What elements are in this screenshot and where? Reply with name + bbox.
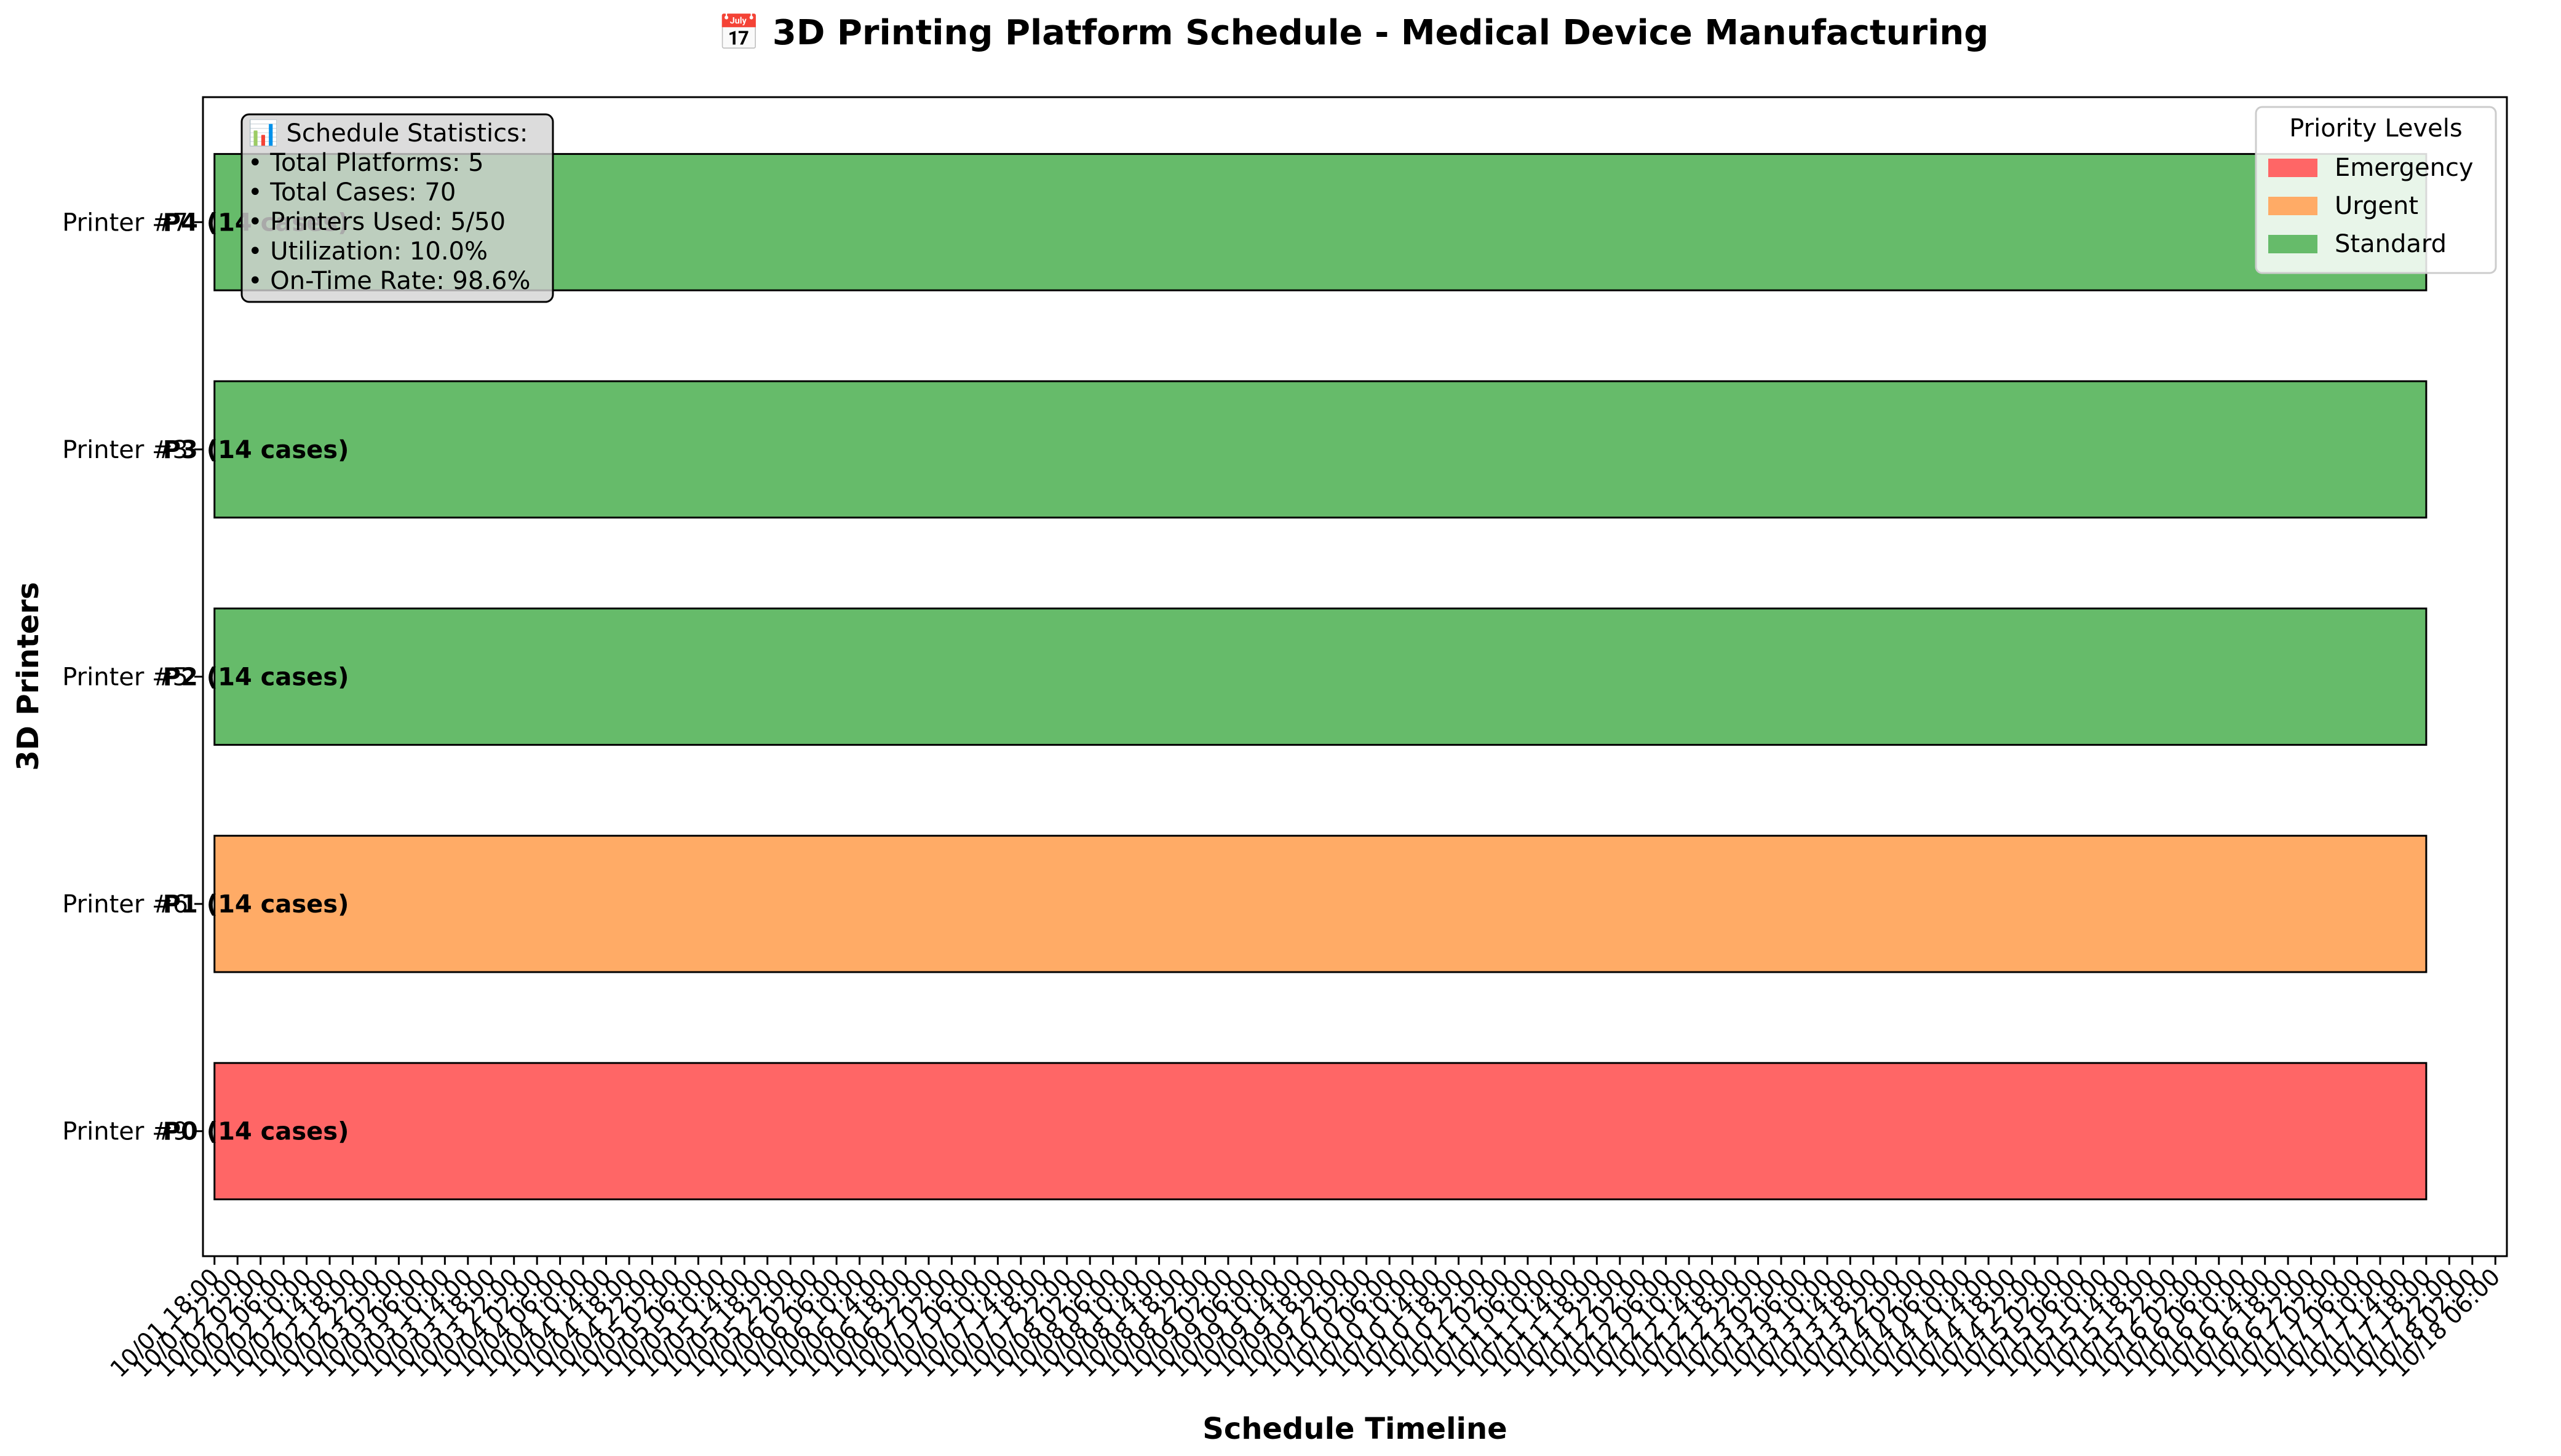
bar-label: P0 (14 cases) bbox=[163, 1118, 349, 1146]
y-axis-label: 3D Printers bbox=[11, 582, 46, 770]
y-tick-label: Printer #6 bbox=[62, 890, 188, 919]
legend-swatch bbox=[2268, 197, 2317, 215]
y-tick-label: Printer #3 bbox=[62, 436, 188, 464]
bar-p1 bbox=[213, 834, 2428, 973]
legend-title: Priority Levels bbox=[2289, 114, 2463, 143]
stats-line: • On-Time Rate: 98.6% bbox=[248, 267, 531, 295]
priority-legend: Priority Levels Emergency Urgent Standard bbox=[2255, 106, 2497, 274]
schedule-statistics-box: 📊 Schedule Statistics:• Total Platforms:… bbox=[240, 113, 554, 303]
y-tick-label: Printer #9 bbox=[62, 1118, 188, 1146]
chart-title: 📅 3D Printing Platform Schedule - Medica… bbox=[718, 13, 1989, 53]
stats-line: • Printers Used: 5/50 bbox=[248, 208, 506, 236]
x-axis-label: Schedule Timeline bbox=[1202, 1412, 1507, 1446]
bar-label: P1 (14 cases) bbox=[163, 890, 349, 919]
legend-swatch bbox=[2268, 159, 2317, 177]
bar-label: P3 (14 cases) bbox=[163, 436, 349, 464]
bar-p2 bbox=[213, 607, 2428, 746]
y-tick-label: Printer #5 bbox=[62, 663, 188, 692]
stats-line: • Utilization: 10.0% bbox=[248, 237, 488, 266]
stats-line: 📊 Schedule Statistics: bbox=[248, 119, 528, 148]
stats-line: • Total Platforms: 5 bbox=[248, 149, 484, 177]
legend-entry: Standard bbox=[2335, 230, 2447, 258]
bar-label: P2 (14 cases) bbox=[163, 663, 349, 692]
legend-entry: Urgent bbox=[2335, 192, 2418, 220]
stats-line: • Total Cases: 70 bbox=[248, 178, 456, 207]
plot-area: P0 (14 cases) P1 (14 cases) P2 (14 cases) P… bbox=[163, 96, 2508, 1257]
y-tick-label: Printer #7 bbox=[62, 208, 188, 237]
bar-p3 bbox=[213, 380, 2428, 519]
legend-swatch bbox=[2268, 235, 2317, 253]
bar-p0 bbox=[213, 1062, 2428, 1201]
y-axis: Printer #9 Printer #6 Printer #5 Printer #3… bbox=[62, 208, 203, 1146]
legend-entry: Emergency bbox=[2335, 154, 2474, 182]
bar-p4 bbox=[213, 152, 2428, 291]
